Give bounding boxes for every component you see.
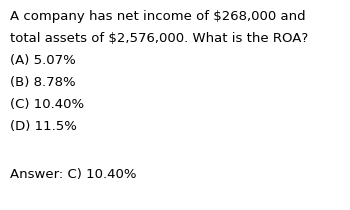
Text: (D) 11.5%: (D) 11.5%	[10, 120, 77, 133]
Text: Answer: C) 10.40%: Answer: C) 10.40%	[10, 168, 136, 181]
Text: (A) 5.07%: (A) 5.07%	[10, 54, 76, 67]
Text: (C) 10.40%: (C) 10.40%	[10, 98, 84, 111]
Text: total assets of $2,576,000. What is the ROA?: total assets of $2,576,000. What is the …	[10, 32, 308, 45]
Text: (B) 8.78%: (B) 8.78%	[10, 76, 76, 89]
Text: A company has net income of $268,000 and: A company has net income of $268,000 and	[10, 10, 306, 23]
